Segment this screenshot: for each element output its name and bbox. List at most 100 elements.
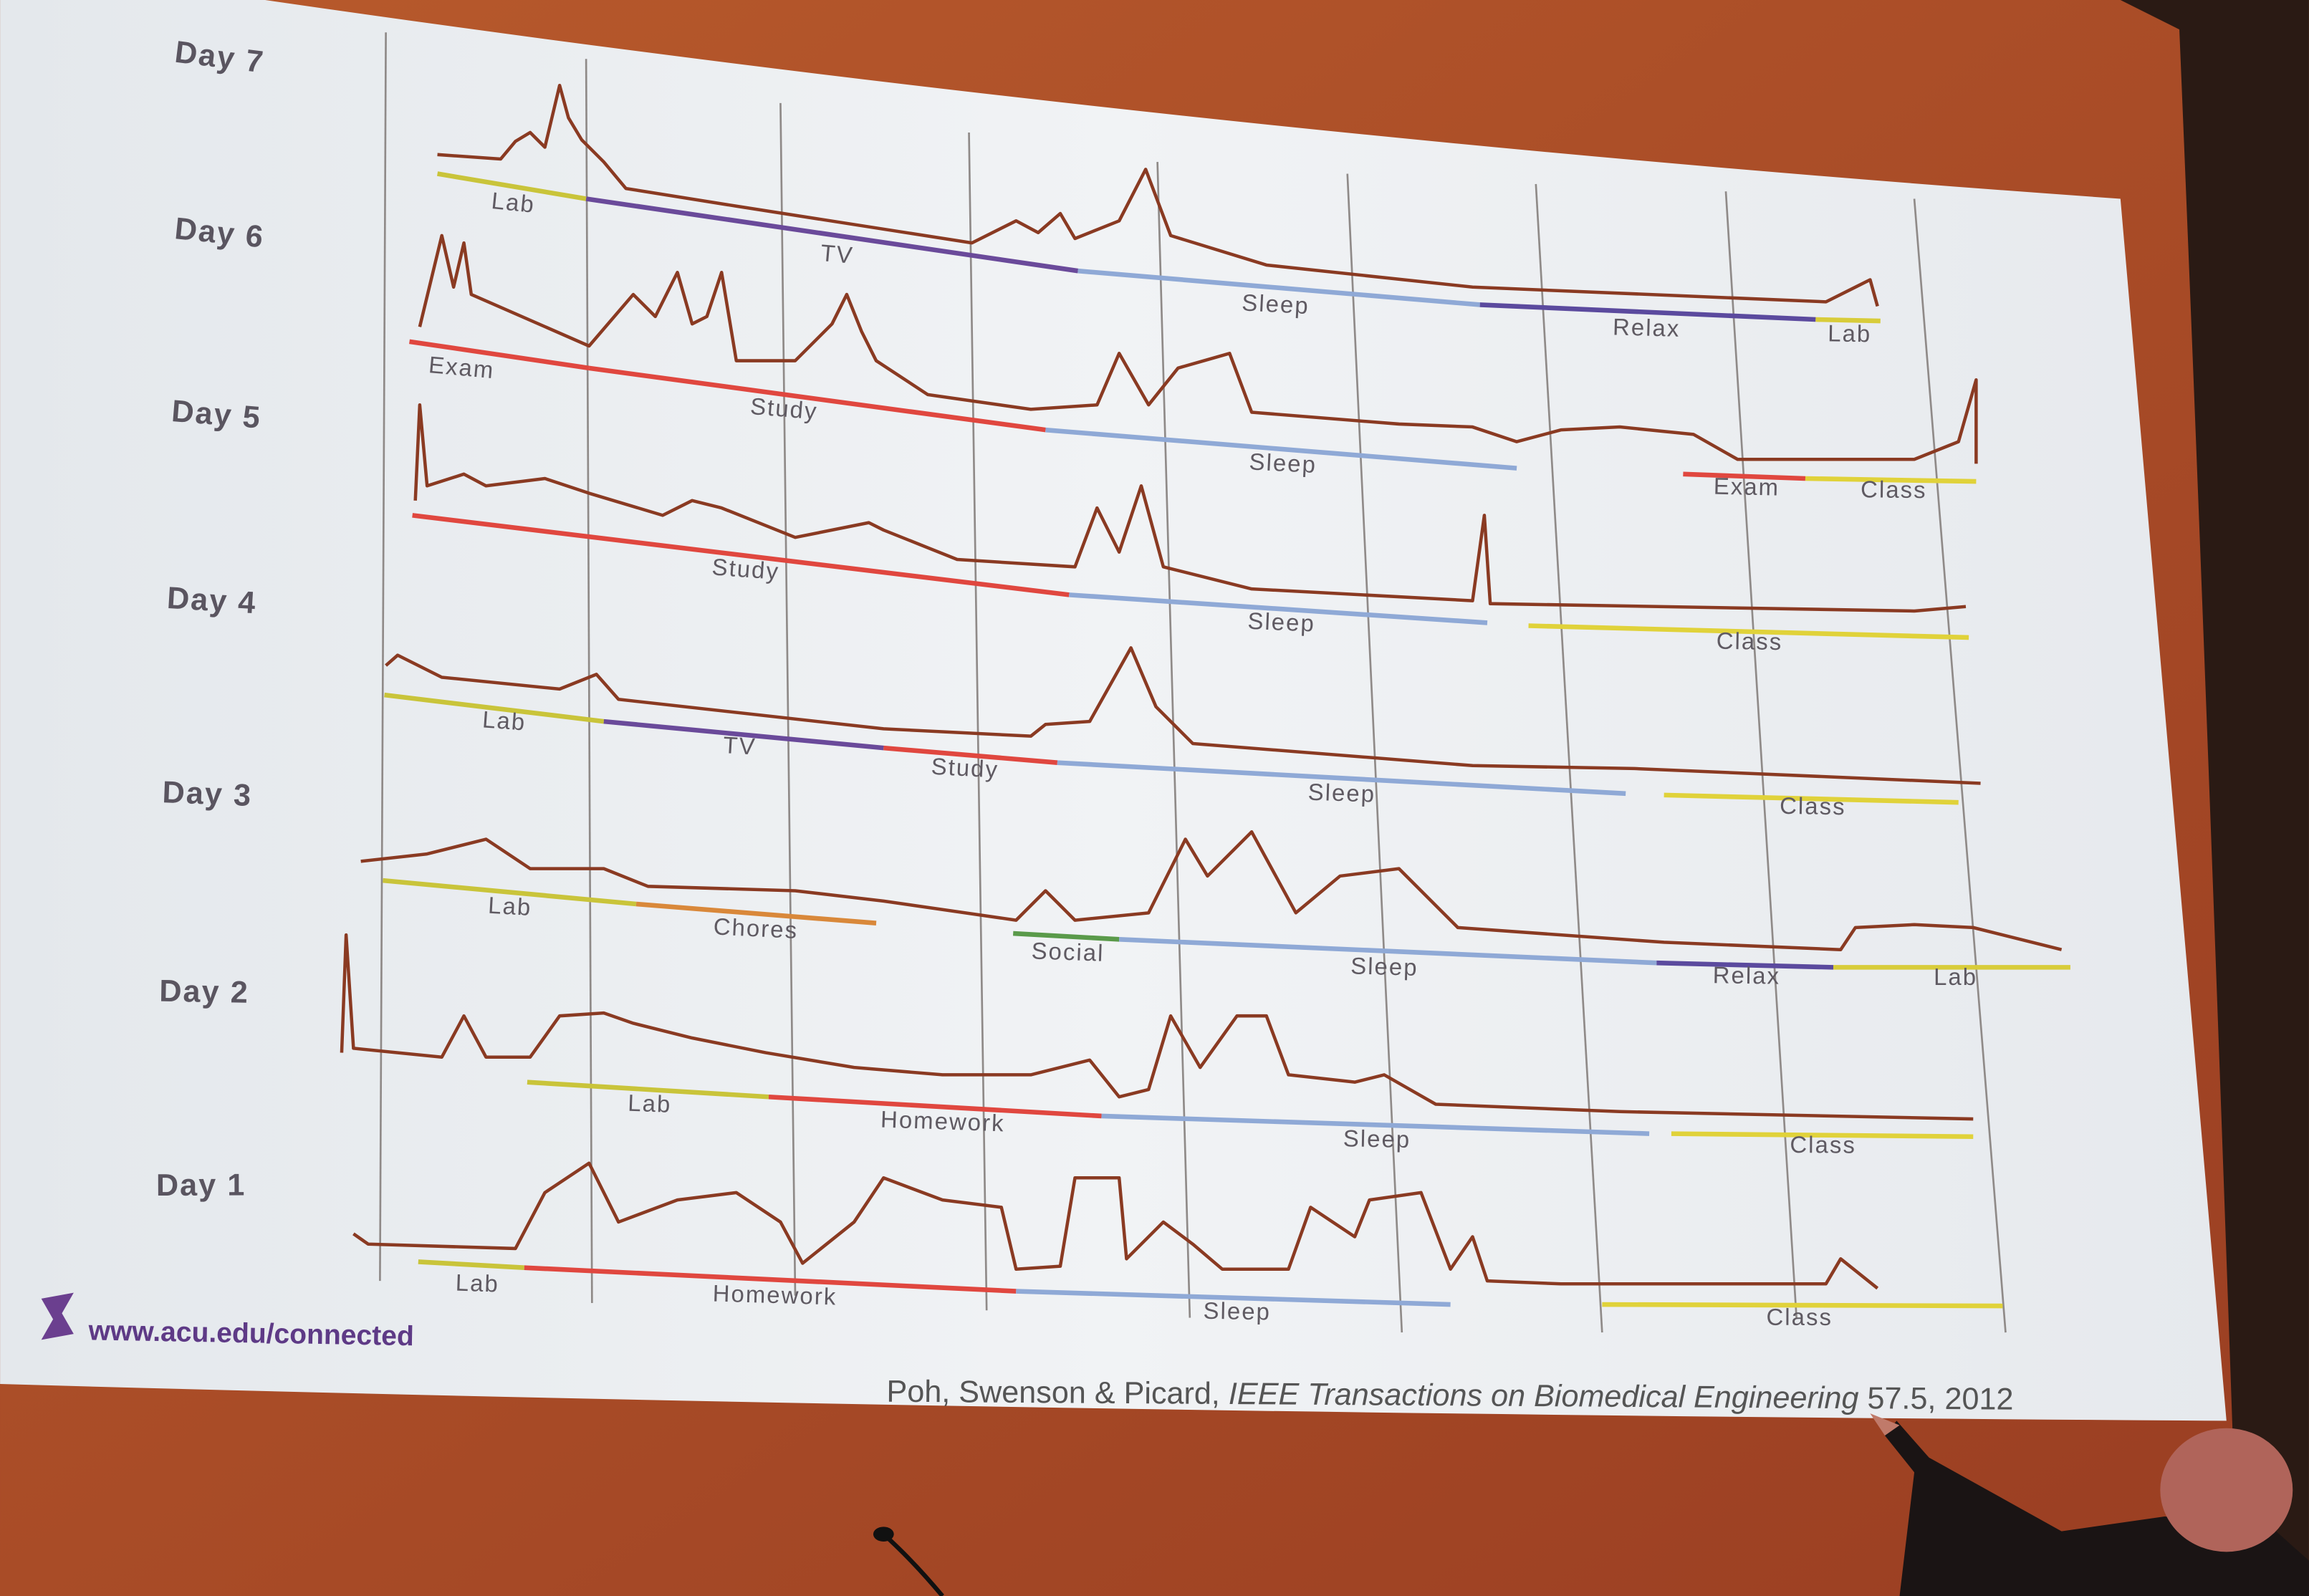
trace: [340, 933, 1974, 1121]
activity-bar: [1528, 623, 1969, 640]
activity-label: Homework: [880, 1105, 1006, 1136]
activity-bar: [1683, 471, 1806, 481]
grid-line: [1724, 191, 1797, 1318]
grid-line: [1346, 173, 1403, 1333]
citation-issue: 57.5, 2012: [1867, 1381, 2013, 1416]
trace: [413, 403, 1967, 613]
dark-edge: [2120, 0, 2309, 1596]
activity-bar: [585, 196, 1079, 274]
citation: Poh, Swenson & Picard, IEEE Transactions…: [886, 1375, 2013, 1417]
activity-bar: [635, 901, 877, 926]
grid-line: [1156, 162, 1191, 1318]
activity-label: Class: [1766, 1304, 1833, 1330]
grid-line: [968, 132, 988, 1311]
activity-bar: [418, 1259, 524, 1270]
citation-journal: IEEE Transactions on Biomedical Engineer…: [1229, 1377, 1859, 1415]
activity-bar: [1119, 937, 1657, 966]
activity-bar: [603, 718, 884, 751]
screen: [0, 0, 2227, 1421]
day-label: Day 3: [162, 775, 253, 813]
activity-label: TV: [820, 239, 855, 269]
activity-label: Sleep: [1242, 289, 1310, 319]
grid-line: [379, 32, 387, 1282]
activity-bar: [1815, 317, 1881, 324]
trace: [437, 83, 1879, 307]
activity-label: Study: [931, 753, 999, 783]
activity-label: Lab: [628, 1090, 672, 1117]
activity-bar: [1602, 1302, 2003, 1309]
logo-mark: [41, 1292, 74, 1340]
activity-bar: [1045, 427, 1517, 471]
activity-label: Sleep: [1203, 1297, 1271, 1325]
activity-bar: [1077, 268, 1481, 307]
grid-line: [585, 59, 593, 1303]
grid-line: [1913, 198, 2007, 1333]
activity-label: Chores: [713, 913, 799, 943]
grid-lines: [379, 32, 2007, 1333]
activity-label: Lab: [490, 187, 536, 218]
presenter-body: [1884, 1420, 2309, 1596]
activity-bar: [1671, 1131, 1974, 1140]
trace: [418, 234, 1978, 464]
url: www.acu.edu/connected: [87, 1315, 414, 1352]
activity-bar: [1069, 592, 1488, 625]
trace: [385, 646, 1981, 785]
activity-bar: [1016, 1289, 1451, 1307]
activity-label: Class: [1861, 476, 1927, 503]
day-label: Day 1: [156, 1168, 246, 1203]
grid-line: [1535, 183, 1603, 1333]
activity-label: Study: [749, 393, 819, 424]
activity-label: Class: [1780, 792, 1846, 819]
activity-bar: [1013, 931, 1120, 942]
activity-bar: [1479, 302, 1816, 322]
activity-bar: [383, 878, 637, 907]
activity-label: Sleep: [1307, 779, 1376, 807]
activity-label: Sleep: [1249, 448, 1317, 478]
microphone-head: [873, 1527, 894, 1542]
logo: www.acu.edu/connected: [41, 1292, 414, 1352]
activity-bar: [436, 171, 587, 201]
activity-label: Class: [1790, 1131, 1856, 1158]
activity-bar: [588, 365, 1046, 433]
activity-label: Sleep: [1247, 607, 1316, 637]
activity-label: Homework: [712, 1280, 837, 1310]
activity-label: Sleep: [1350, 952, 1418, 980]
day-label: Day 5: [171, 394, 263, 436]
presenter-hand: [1870, 1413, 1900, 1436]
trace: [352, 1161, 1879, 1290]
activity-label: Exam: [1713, 473, 1780, 501]
activity-bar: [1664, 792, 1959, 805]
activity-bar: [1805, 476, 1977, 484]
activity-label: Lab: [487, 892, 532, 920]
activity-label: Lab: [481, 706, 527, 735]
activity-label: Study: [711, 553, 781, 585]
activity-bar: [1656, 960, 1834, 970]
day-label: Day 4: [166, 581, 258, 620]
day-label: Day 2: [159, 974, 249, 1010]
activity-label: Sleep: [1343, 1125, 1411, 1153]
presenter: [1870, 1413, 2309, 1596]
activity-bar: [384, 692, 605, 724]
activity-bar: [768, 1094, 1102, 1119]
activity-bar: [527, 1080, 769, 1100]
activity-label: Lab: [1934, 963, 1977, 990]
activity-label: Exam: [428, 351, 496, 383]
citation-authors: Poh, Swenson & Picard,: [886, 1375, 1220, 1411]
activity-bar: [524, 1265, 1017, 1294]
traces: [340, 83, 2063, 1290]
trace: [360, 830, 2063, 951]
activity-label: Relax: [1613, 313, 1681, 341]
activity-label: Lab: [455, 1269, 499, 1297]
activity-bar: [412, 513, 1070, 597]
activity-label: Social: [1031, 937, 1105, 966]
activity-label: TV: [722, 731, 757, 760]
activity-label: Relax: [1712, 961, 1780, 989]
activity-bar: [409, 339, 590, 371]
presenter-head: [2160, 1428, 2293, 1552]
activity-bar: [1057, 760, 1626, 797]
activity-label: Class: [1717, 628, 1783, 655]
activity-bar: [1101, 1113, 1650, 1136]
